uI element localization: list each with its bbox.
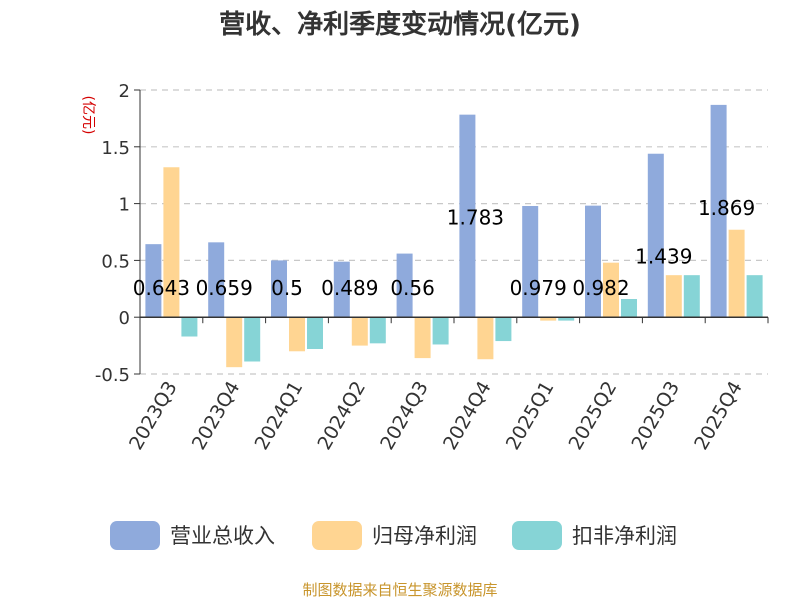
bar[interactable] [271, 260, 287, 318]
bar[interactable] [540, 317, 557, 321]
data-label: 0.659 [196, 276, 253, 300]
bar[interactable] [307, 317, 323, 350]
x-tick-label: 2025Q1 [502, 378, 559, 454]
data-label: 0.643 [133, 276, 190, 300]
x-tick-label: 2024Q3 [376, 378, 433, 454]
y-tick-label: 1.5 [101, 138, 130, 159]
x-axis-ticks: 2023Q3 2023Q4 2024Q1 2024Q2 2024Q3 2024Q4 2025… [125, 378, 747, 454]
y-axis-unit: (亿元) [80, 96, 96, 135]
grid-lines [140, 89, 768, 375]
legend-label[interactable]: 营业总收入 [170, 524, 275, 548]
x-tick-label: 2023Q4 [188, 378, 245, 454]
bar[interactable] [683, 275, 700, 318]
bar[interactable] [181, 317, 198, 337]
x-tick-label: 2024Q4 [439, 378, 496, 454]
bar[interactable] [145, 244, 162, 318]
bar[interactable] [495, 317, 512, 342]
legend-swatch[interactable] [312, 521, 362, 550]
bars [145, 104, 763, 368]
bar[interactable] [414, 317, 431, 359]
y-tick-label: 1 [119, 195, 130, 216]
x-tick-label: 2024Q2 [313, 378, 370, 454]
chart-title: 营收、净利季度变动情况(亿元) [219, 9, 581, 40]
bar[interactable] [710, 104, 727, 318]
bar[interactable] [746, 275, 763, 318]
source-note: 制图数据来自恒生聚源数据库 [302, 581, 497, 599]
bar[interactable] [585, 205, 601, 318]
bar[interactable] [396, 253, 413, 318]
data-label: 0.5 [271, 276, 303, 300]
bar[interactable] [432, 317, 449, 345]
axes [134, 89, 769, 375]
x-tick-label: 2024Q1 [251, 378, 308, 454]
y-tick-label: 2 [119, 81, 130, 102]
bar[interactable] [477, 317, 494, 360]
bar[interactable] [208, 242, 225, 318]
x-tick-label: 2025Q2 [565, 378, 622, 454]
bar[interactable] [244, 317, 261, 362]
data-labels: 0.643 0.659 0.5 0.489 0.56 1.783 0.979 0.9821.4… [133, 196, 755, 300]
y-tick-label: -0.5 [95, 365, 130, 386]
data-label: 1.439 [635, 245, 692, 269]
y-axis-ticks: 2 1.5 1 0.5 0 -0.5 [95, 81, 130, 386]
data-label: 1.869 [698, 196, 755, 220]
bar[interactable] [369, 317, 386, 344]
legend-swatch[interactable] [110, 521, 160, 550]
y-tick-label: 0.5 [101, 251, 130, 272]
legend-label[interactable]: 归母净利润 [372, 524, 477, 548]
bar[interactable] [621, 299, 637, 318]
bar[interactable] [226, 317, 243, 368]
x-tick-label: 2025Q3 [627, 378, 684, 454]
bar[interactable] [522, 205, 539, 318]
data-label: 0.489 [321, 276, 378, 300]
legend[interactable]: 营业总收入 归母净利润 扣非净利润 [110, 521, 677, 550]
data-label: 1.783 [447, 206, 504, 230]
bar[interactable] [163, 167, 180, 318]
legend-label[interactable]: 扣非净利润 [572, 524, 677, 548]
x-tick-label: 2023Q3 [125, 378, 182, 454]
data-label: 0.56 [390, 276, 435, 300]
bar[interactable] [665, 275, 682, 318]
bar[interactable] [728, 229, 745, 318]
bar[interactable] [351, 317, 368, 346]
bar[interactable] [603, 262, 619, 318]
legend-swatch[interactable] [512, 521, 562, 550]
y-tick-label: 0 [119, 308, 130, 329]
bar[interactable] [647, 153, 664, 318]
data-label: 0.982 [572, 276, 629, 300]
bar[interactable] [459, 114, 476, 318]
bar[interactable] [289, 317, 305, 352]
x-tick-label: 2025Q4 [690, 378, 747, 454]
bar[interactable] [333, 261, 350, 318]
bar[interactable] [558, 317, 575, 321]
data-label: 0.979 [510, 276, 567, 300]
